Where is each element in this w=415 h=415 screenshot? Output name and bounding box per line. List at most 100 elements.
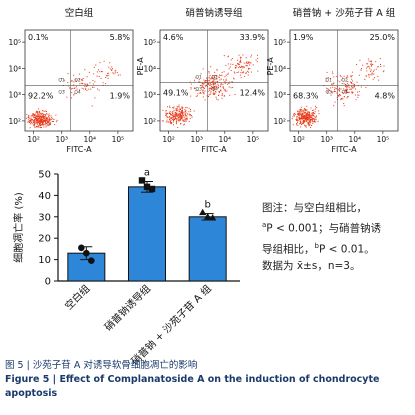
event-dot <box>242 67 244 69</box>
event-dot <box>178 117 180 119</box>
event-dot <box>208 88 210 90</box>
event-dot <box>98 89 100 91</box>
event-dot <box>221 71 223 73</box>
event-dot <box>170 116 172 118</box>
event-dot <box>330 87 332 89</box>
event-dot <box>173 113 175 115</box>
event-dot <box>37 122 39 124</box>
event-dot <box>35 113 37 115</box>
event-dot <box>35 122 37 124</box>
event-dot <box>368 60 370 62</box>
event-dot <box>96 71 98 73</box>
event-dot <box>85 87 87 89</box>
event-dot <box>181 116 183 118</box>
event-dot <box>78 89 80 91</box>
event-dot <box>177 127 179 128</box>
event-dot <box>341 98 343 100</box>
event-dot <box>90 88 92 90</box>
event-dot <box>310 127 312 129</box>
event-dot <box>294 112 295 114</box>
quadrant-ul-percent: 1.9% <box>293 33 314 42</box>
event-dot <box>30 120 32 122</box>
event-dot <box>166 116 168 118</box>
event-dot <box>42 118 44 120</box>
event-dot <box>359 59 361 61</box>
bar-y-tick-label: 20 <box>38 234 51 245</box>
event-dot <box>31 113 33 115</box>
event-dot <box>63 90 65 91</box>
event-dot <box>184 114 186 116</box>
event-dot <box>214 93 216 95</box>
event-dot <box>221 95 223 96</box>
event-dot <box>41 122 43 124</box>
event-dot <box>177 115 179 117</box>
event-dot <box>301 115 303 117</box>
event-dot <box>248 61 250 63</box>
event-dot <box>346 75 348 77</box>
bar-y-tick-label: 0 <box>45 277 51 288</box>
event-dot <box>180 114 182 116</box>
event-dot <box>302 121 304 123</box>
event-dot <box>29 121 31 123</box>
event-dot <box>202 96 204 98</box>
event-dot <box>335 88 337 90</box>
event-dot <box>303 116 305 118</box>
event-dot <box>201 86 203 88</box>
event-dot <box>331 83 333 85</box>
event-dot <box>231 81 233 82</box>
event-dot <box>209 84 211 86</box>
event-dot <box>86 86 88 87</box>
y-tick-label: 10³ <box>8 91 21 100</box>
event-dot <box>190 87 192 89</box>
event-dot <box>309 114 311 116</box>
event-dot <box>162 120 164 122</box>
event-dot <box>179 119 181 121</box>
event-dot <box>49 123 51 125</box>
note-line-1: 图注：与空白组相比， <box>262 202 367 214</box>
event-dot <box>228 81 230 83</box>
event-dot <box>166 119 168 121</box>
event-dot <box>45 110 47 112</box>
event-dot <box>73 84 75 86</box>
event-dot <box>173 115 175 117</box>
event-dot <box>48 124 50 126</box>
event-dot <box>303 118 305 120</box>
event-dot <box>298 115 300 116</box>
event-dot <box>346 90 348 92</box>
event-dot <box>165 110 167 112</box>
event-dot <box>31 123 33 125</box>
event-dot <box>185 121 187 123</box>
event-dot <box>92 83 94 85</box>
x-tick-label: 10⁵ <box>112 135 125 144</box>
event-dot <box>166 113 168 115</box>
event-dot <box>186 107 188 109</box>
event-dot <box>256 61 258 63</box>
event-dot <box>212 81 214 83</box>
event-dot <box>47 122 49 124</box>
event-dot <box>49 122 51 124</box>
event-dot <box>179 119 181 121</box>
event-dot <box>300 117 302 119</box>
event-dot <box>212 93 214 95</box>
event-dot <box>42 114 44 116</box>
event-dot <box>301 113 302 115</box>
event-dot <box>182 116 184 118</box>
event-dot <box>353 85 355 87</box>
event-dot <box>46 121 48 123</box>
event-dot <box>67 82 69 84</box>
event-dot <box>366 70 368 72</box>
event-dot <box>36 119 38 121</box>
event-dot <box>33 117 35 118</box>
event-dot <box>181 110 183 112</box>
event-dot <box>347 95 349 97</box>
event-dot <box>33 116 35 118</box>
event-dot <box>51 117 53 118</box>
event-dot <box>338 87 340 89</box>
event-dot <box>306 114 308 116</box>
event-dot <box>37 114 39 116</box>
event-dot <box>223 55 225 57</box>
event-dot <box>347 81 349 83</box>
event-dot <box>255 59 257 61</box>
event-dot <box>30 119 32 121</box>
event-dot <box>40 113 42 115</box>
